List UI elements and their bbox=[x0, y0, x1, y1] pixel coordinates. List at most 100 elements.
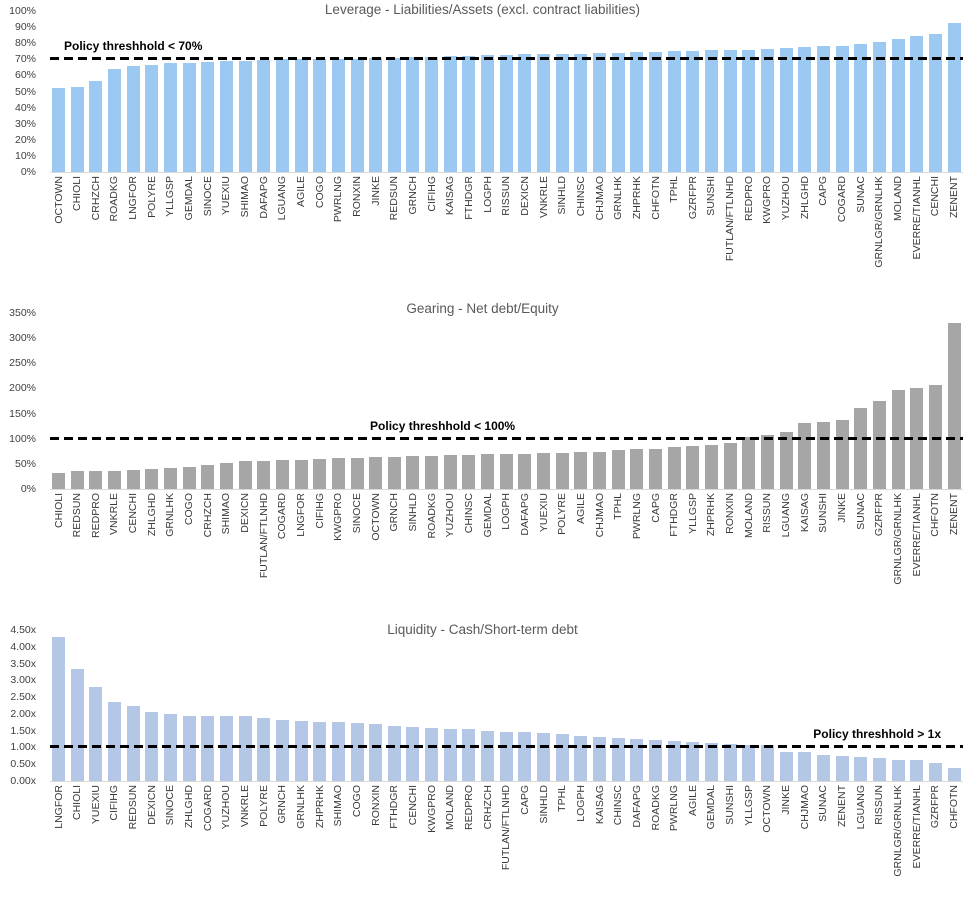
x-label-cell: LNGFOR bbox=[52, 785, 65, 897]
x-axis-label: SINOCE bbox=[201, 176, 214, 217]
y-axis: 0% 50% 100% 150% 200% 250% 300% 350% bbox=[0, 307, 44, 495]
x-axis-label: SUNSHI bbox=[705, 176, 718, 216]
x-axis-label: CHJMAO bbox=[593, 493, 606, 538]
x-label-cell: KWGPRO bbox=[761, 176, 774, 295]
bar bbox=[201, 61, 215, 172]
x-label-cell: COGO bbox=[313, 176, 326, 295]
x-label-cell: GZRFPR bbox=[929, 785, 942, 897]
bar-column bbox=[593, 11, 607, 172]
x-axis-label: RONXIN bbox=[351, 176, 363, 217]
bar bbox=[835, 420, 849, 489]
x-label-cell: PWRLNG bbox=[668, 785, 681, 897]
bar bbox=[798, 47, 812, 172]
x-axis-label: FTHDGR bbox=[462, 176, 475, 220]
bar-column bbox=[704, 630, 718, 781]
bar bbox=[611, 738, 625, 781]
bar-column bbox=[667, 11, 681, 172]
y-tick-label: 0% bbox=[20, 483, 36, 495]
bar bbox=[126, 65, 140, 172]
x-axis-label: GZRFPR bbox=[873, 493, 886, 537]
bar bbox=[835, 45, 849, 172]
bar bbox=[126, 705, 140, 781]
x-axis-label: YUEXIU bbox=[537, 493, 550, 533]
bar-column bbox=[70, 11, 84, 172]
bar-column bbox=[425, 11, 439, 172]
bar-column bbox=[779, 630, 793, 781]
x-axis-label: CHINSC bbox=[612, 785, 625, 826]
bar-column bbox=[201, 630, 215, 781]
bar-column bbox=[70, 630, 84, 781]
x-axis-label: LNGFOR bbox=[295, 493, 308, 537]
bar-column bbox=[313, 313, 327, 489]
x-axis-label: LOGPH bbox=[481, 176, 494, 213]
bar bbox=[313, 59, 327, 172]
bar-column bbox=[481, 11, 495, 172]
x-label-cell: LGUANG bbox=[780, 493, 793, 610]
x-label-cell: YUZHOU bbox=[780, 176, 793, 295]
bar bbox=[182, 62, 196, 172]
bar-column bbox=[331, 11, 345, 172]
x-label-cell: DEXICN bbox=[145, 785, 158, 897]
y-tick-label: 1.00x bbox=[10, 741, 36, 754]
bar-column bbox=[481, 630, 495, 781]
x-axis-label: DAFAPG bbox=[257, 176, 270, 219]
x-axis-label: SUNSHI bbox=[724, 785, 737, 825]
x-label-cell: LOGPH bbox=[481, 176, 494, 295]
bar-column bbox=[891, 11, 905, 172]
bar bbox=[779, 432, 793, 489]
x-axis-label: ZHPRHK bbox=[705, 493, 718, 537]
y-tick-label: 70% bbox=[14, 53, 36, 66]
x-axis-label: KWGPRO bbox=[761, 176, 774, 224]
x-axis-label: KWGPRO bbox=[425, 785, 438, 833]
bar-column bbox=[649, 11, 662, 172]
bar-column bbox=[947, 630, 961, 781]
x-axis-label: VNKRLE bbox=[108, 493, 121, 536]
x-label-cell: FTHDGR bbox=[388, 785, 401, 897]
x-axis-label: SHIMAO bbox=[332, 785, 345, 827]
bar-column bbox=[649, 630, 662, 781]
bar-column bbox=[107, 11, 121, 172]
bar-column bbox=[163, 11, 177, 172]
bar bbox=[649, 52, 662, 172]
bar bbox=[760, 434, 774, 489]
bar-column bbox=[145, 11, 159, 172]
x-label-cell: EVERRE/TIANHL bbox=[910, 176, 923, 295]
x-axis-label: YUEXIU bbox=[89, 785, 102, 825]
x-axis-label: SHIMAO bbox=[220, 493, 233, 535]
x-axis-label: AGILE bbox=[574, 493, 587, 524]
x-axis-label: SUNAC bbox=[854, 176, 867, 213]
x-axis-label: DEXICN bbox=[145, 785, 158, 825]
bar-column bbox=[574, 630, 588, 781]
plot-area: Policy threshhold > 1x bbox=[50, 630, 963, 782]
x-axis-label: POLYRE bbox=[556, 493, 569, 535]
x-label-cell: MOLAND bbox=[444, 785, 457, 897]
bar bbox=[52, 472, 65, 489]
bar bbox=[275, 460, 289, 489]
y-tick-label: 30% bbox=[14, 117, 36, 130]
bar bbox=[611, 52, 625, 172]
x-axis-label: JINKE bbox=[369, 176, 382, 206]
bar-column bbox=[611, 11, 625, 172]
bar bbox=[219, 462, 233, 489]
x-label-cell: CENCHI bbox=[929, 176, 942, 295]
bar-column bbox=[313, 630, 327, 781]
bar-column bbox=[387, 313, 401, 489]
bar bbox=[331, 58, 345, 172]
x-axis-label: VNKRLE bbox=[537, 176, 550, 219]
x-axis-label: SINOCE bbox=[164, 785, 177, 826]
bar bbox=[704, 50, 718, 172]
bar bbox=[816, 755, 830, 781]
bar-column bbox=[667, 630, 681, 781]
x-label-cell: FTHDGR bbox=[462, 176, 475, 295]
x-axis-label: YLLGSP bbox=[742, 785, 755, 826]
plot-area: Policy threshhold < 100% bbox=[50, 313, 963, 490]
bar-column bbox=[294, 313, 308, 489]
bar-column bbox=[238, 11, 252, 172]
bar-column bbox=[686, 630, 700, 781]
x-label-cell: CHINSC bbox=[462, 493, 475, 610]
bar bbox=[537, 453, 551, 489]
x-label-cell: TPHL bbox=[668, 176, 681, 295]
x-label-cell: PWRLNG bbox=[332, 176, 345, 295]
x-axis-label: CAPG bbox=[817, 176, 830, 206]
bar bbox=[443, 728, 457, 781]
